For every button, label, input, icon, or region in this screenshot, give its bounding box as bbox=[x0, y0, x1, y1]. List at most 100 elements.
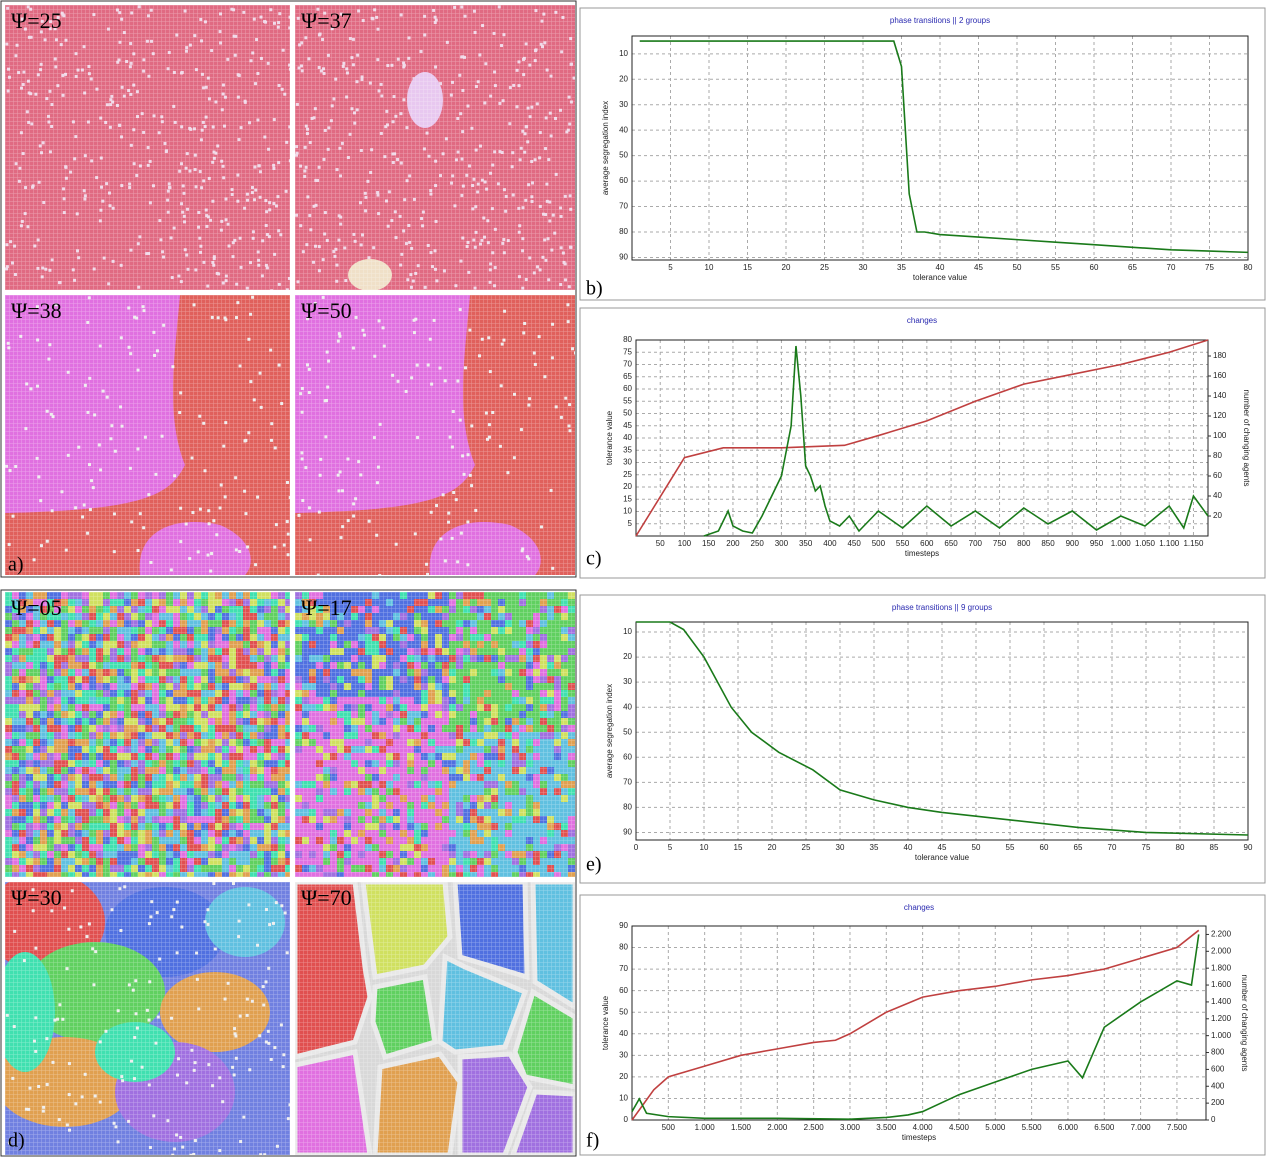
x-tick-label: 5 bbox=[668, 843, 673, 852]
y-tick-label: 60 bbox=[619, 176, 628, 185]
y-tick-label: 45 bbox=[623, 421, 632, 430]
x-tick-label: 15 bbox=[734, 843, 743, 852]
y-tick-label: 0 bbox=[624, 1115, 629, 1124]
chart-frame bbox=[580, 8, 1265, 300]
y2-tick-label: 0 bbox=[1211, 1115, 1216, 1124]
y-tick-label: 10 bbox=[623, 627, 632, 636]
x-tick-label: 350 bbox=[799, 539, 813, 548]
simulation-tile: Ψ=50 bbox=[295, 295, 577, 577]
x-tick-label: 15 bbox=[743, 263, 752, 272]
y2-tick-label: 1.200 bbox=[1211, 1014, 1232, 1023]
simulation-tile: Ψ=05 bbox=[5, 592, 292, 879]
x-tick-label: 50 bbox=[656, 539, 665, 548]
y2-tick-label: 20 bbox=[1213, 511, 1222, 520]
x-tick-label: 650 bbox=[944, 539, 958, 548]
y2-tick-label: 600 bbox=[1211, 1065, 1225, 1074]
x-tick-label: 1.150 bbox=[1183, 539, 1204, 548]
x-axis-label: timesteps bbox=[905, 549, 939, 558]
x-tick-label: 70 bbox=[1108, 843, 1117, 852]
y2-tick-label: 400 bbox=[1211, 1081, 1225, 1090]
y2-tick-label: 1.600 bbox=[1211, 980, 1232, 989]
y2-tick-label: 1.800 bbox=[1211, 963, 1232, 972]
y-tick-label: 10 bbox=[623, 507, 632, 516]
y-tick-label: 40 bbox=[619, 125, 628, 134]
x-tick-label: 45 bbox=[938, 843, 947, 852]
panel-label: d) bbox=[8, 1130, 25, 1152]
tile-label: Ψ=37 bbox=[301, 8, 352, 33]
panel-label: c) bbox=[586, 548, 602, 570]
x-tick-label: 55 bbox=[1006, 843, 1015, 852]
y-tick-label: 50 bbox=[619, 1007, 628, 1016]
x-tick-label: 40 bbox=[904, 843, 913, 852]
y-tick-label: 20 bbox=[619, 1072, 628, 1081]
tile-label: Ψ=25 bbox=[11, 8, 62, 33]
x-tick-label: 7.500 bbox=[1167, 1123, 1188, 1132]
x-tick-label: 850 bbox=[1041, 539, 1055, 548]
x-tick-label: 200 bbox=[726, 539, 740, 548]
x-tick-label: 1.000 bbox=[1111, 539, 1132, 548]
y-tick-label: 60 bbox=[623, 752, 632, 761]
x-tick-label: 25 bbox=[820, 263, 829, 272]
y-tick-label: 90 bbox=[623, 828, 632, 837]
x-tick-label: 5 bbox=[668, 263, 673, 272]
y2-axis-label: number of changing agents bbox=[1240, 975, 1249, 1072]
simulation-tile: Ψ=70 bbox=[295, 882, 575, 1155]
x-tick-label: 60 bbox=[1090, 263, 1099, 272]
x-axis-label: tolerance value bbox=[913, 273, 968, 282]
cell-grid bbox=[295, 882, 575, 1155]
y-tick-label: 80 bbox=[619, 227, 628, 236]
x-axis-label: tolerance value bbox=[915, 853, 970, 862]
y-tick-label: 60 bbox=[619, 986, 628, 995]
y-tick-label: 80 bbox=[623, 335, 632, 344]
y-tick-label: 20 bbox=[623, 652, 632, 661]
y-axis-label: tolerance value bbox=[601, 995, 610, 1050]
x-tick-label: 2.000 bbox=[767, 1123, 788, 1132]
simulation-tile: Ψ=30 bbox=[0, 872, 291, 1157]
x-axis-label: timesteps bbox=[902, 1133, 936, 1142]
x-tick-label: 1.500 bbox=[731, 1123, 752, 1132]
y-tick-label: 80 bbox=[623, 803, 632, 812]
x-tick-label: 300 bbox=[775, 539, 789, 548]
x-tick-label: 35 bbox=[897, 263, 906, 272]
x-tick-label: 65 bbox=[1074, 843, 1083, 852]
y2-tick-label: 1.400 bbox=[1211, 997, 1232, 1006]
y2-tick-label: 60 bbox=[1213, 471, 1222, 480]
y2-tick-label: 180 bbox=[1213, 351, 1227, 360]
x-tick-label: 40 bbox=[936, 263, 945, 272]
x-tick-label: 400 bbox=[823, 539, 837, 548]
y-tick-label: 90 bbox=[619, 253, 628, 262]
chart-title: changes bbox=[904, 903, 934, 912]
x-tick-label: 750 bbox=[993, 539, 1007, 548]
y-tick-label: 40 bbox=[623, 702, 632, 711]
cell-grid bbox=[5, 5, 290, 290]
x-tick-label: 250 bbox=[751, 539, 765, 548]
x-tick-label: 45 bbox=[974, 263, 983, 272]
cell-grid bbox=[5, 295, 290, 575]
x-tick-label: 25 bbox=[802, 843, 811, 852]
y2-tick-label: 1.000 bbox=[1211, 1031, 1232, 1040]
y2-tick-label: 160 bbox=[1213, 371, 1227, 380]
cell-grid bbox=[295, 295, 575, 575]
y-tick-label: 75 bbox=[623, 347, 632, 356]
y-tick-label: 70 bbox=[619, 202, 628, 211]
x-tick-label: 85 bbox=[1210, 843, 1219, 852]
x-tick-label: 5.500 bbox=[1022, 1123, 1043, 1132]
simulation-tile: Ψ=38 bbox=[5, 295, 292, 575]
x-tick-label: 150 bbox=[702, 539, 716, 548]
y-tick-label: 65 bbox=[623, 372, 632, 381]
y-tick-label: 10 bbox=[619, 1094, 628, 1103]
x-tick-label: 700 bbox=[969, 539, 983, 548]
tile-label: Ψ=70 bbox=[301, 885, 352, 910]
y-axis-label: tolerance value bbox=[605, 410, 614, 465]
figure: Ψ=25 Ψ=37 Ψ=38 Ψ=50 Ψ=05Ψ=17Ψ=30 Ψ=70 5 10 15 20 2… bbox=[0, 0, 1267, 1157]
tile-label: Ψ=50 bbox=[301, 298, 352, 323]
y2-tick-label: 200 bbox=[1211, 1098, 1225, 1107]
y2-tick-label: 80 bbox=[1213, 451, 1222, 460]
x-tick-label: 75 bbox=[1142, 843, 1151, 852]
y-tick-label: 5 bbox=[628, 519, 633, 528]
simulation-tile: Ψ=17 bbox=[295, 592, 575, 879]
chart-title: phase transitions || 9 groups bbox=[892, 603, 992, 612]
chart-title: phase transitions || 2 groups bbox=[890, 16, 990, 25]
x-tick-label: 55 bbox=[1051, 263, 1060, 272]
y-tick-label: 10 bbox=[619, 49, 628, 58]
